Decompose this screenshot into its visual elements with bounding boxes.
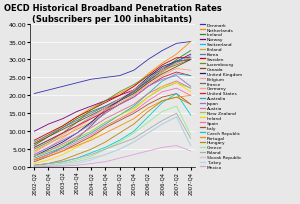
Title: OECD Historical Broadband Penetration Rates
(Subscribers per 100 inhabitants): OECD Historical Broadband Penetration Ra…: [4, 4, 221, 24]
Legend: Denmark, Netherlands, Iceland, Norway, Switzerland, Finland, Korea, Sweden, Luxe: Denmark, Netherlands, Iceland, Norway, S…: [198, 22, 244, 171]
